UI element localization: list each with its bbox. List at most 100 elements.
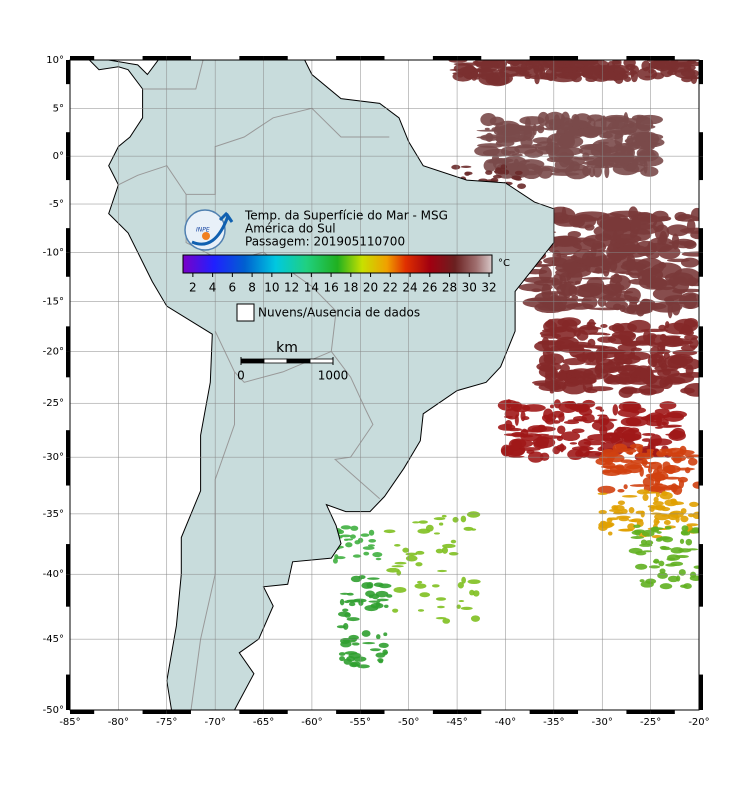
sst-patch [514,68,520,72]
frame-bar [699,674,703,710]
y-tick-label: -15° [43,296,64,307]
y-tick-label: 0° [53,151,64,162]
map-area [88,60,699,710]
sst-patch [350,534,356,539]
sst-patch [641,438,652,442]
sst-patch [533,64,540,75]
sst-patch [597,141,610,145]
sst-patch [552,146,583,156]
sst-patch [661,491,668,496]
frame-bar [626,56,651,60]
sst-patch [630,459,648,464]
sst-patch [376,634,381,640]
sst-patch [394,544,401,547]
sst-patch [636,114,663,125]
sst-patch [598,510,607,515]
sst-patch [623,60,636,68]
sst-patch [692,511,699,520]
sst-patch [569,442,578,445]
sst-patch [583,440,606,446]
sst-patch [581,295,598,310]
sst-patch [367,544,375,547]
sst-patch [415,550,425,555]
sst-patch [394,561,407,565]
sst-patch [346,599,360,602]
sst-patch [606,158,619,161]
sst-patch [470,528,477,531]
frame-bar [263,710,288,714]
sst-patch [472,590,480,597]
sst-patch [514,170,523,175]
sst-patch [362,642,376,645]
sst-patch [553,235,579,247]
sst-patch [457,581,464,589]
sst-patch [339,598,345,606]
sst-patch [648,565,661,569]
x-tick-label: -85° [59,717,80,728]
sst-patch [633,530,642,534]
sst-patch [600,324,608,328]
sst-patch [456,604,461,609]
border [118,165,187,195]
sst-patch [503,169,510,175]
sst-patch [453,63,475,74]
sst-patch [630,536,645,539]
colorbar-label: 20 [363,281,378,295]
frame-bar [650,56,675,60]
sst-patch [666,469,674,473]
logo-swoosh [191,211,234,246]
sst-patch [376,598,389,602]
colorbar-label: 16 [323,281,338,295]
x-tick-label: -50° [398,717,419,728]
sst-patch [620,417,642,427]
sst-patch [657,215,672,221]
sst-patch [557,425,566,435]
sst-patch [607,531,613,536]
sst-patch [383,529,396,534]
sst-patch [628,278,656,285]
sst-patch [615,145,634,159]
sst-patch [679,371,699,378]
sst-patch [628,507,635,514]
sst-patch [489,116,505,126]
sst-patch [690,207,699,222]
frame-bar [529,710,554,714]
sst-patch [595,233,612,242]
x-tick-label: -40° [495,717,516,728]
sst-patch [520,428,529,438]
sst-patch [645,473,663,479]
sst-patch [626,304,636,314]
sst-patch [503,415,513,419]
sst-patch [558,413,565,422]
y-tick-label: -10° [43,247,64,258]
sst-patch [636,446,643,453]
sst-patch [630,70,638,83]
sst-patch [634,365,652,378]
sst-patch [544,372,572,382]
colorbar-label: 2 [189,281,197,295]
sst-patch [649,506,655,512]
sst-patch [590,143,612,158]
sst-patch [581,277,613,280]
sst-patch [630,518,644,523]
x-tick-label: -35° [543,717,564,728]
sst-patch [460,515,467,523]
y-tick-label: -25° [43,398,64,409]
sst-patch [571,214,597,229]
sst-patch [636,115,641,128]
sst-patch [690,74,698,85]
sst-patch [386,567,400,573]
colorbar-label: 24 [402,281,417,295]
sst-patch [510,401,523,412]
sst-patch [578,407,593,416]
scale-label: 1000 [318,369,349,383]
sst-patch [594,266,603,274]
sst-patch [351,642,360,646]
sst-patch [676,575,681,582]
frame-bar [650,710,675,714]
sst-patch [500,444,512,457]
sst-patch [340,525,352,530]
sst-patch [396,570,402,576]
sst-patch [686,548,699,551]
